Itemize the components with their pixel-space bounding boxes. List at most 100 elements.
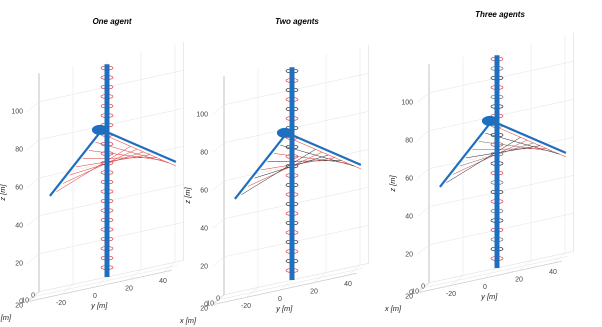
- x-axis-label: x [m]: [179, 316, 197, 325]
- z-tick-label: 60: [200, 188, 208, 195]
- grid-line: [38, 222, 184, 255]
- path-segment: [56, 146, 131, 192]
- grid-line: [428, 99, 574, 132]
- grid-line: [38, 260, 184, 293]
- y-tick-label: 20: [310, 288, 318, 295]
- grid-line: [211, 256, 225, 267]
- path-segment: [465, 145, 541, 159]
- x-tick-label: 10: [21, 298, 29, 305]
- z-tick-label: 60: [15, 185, 23, 192]
- y-tick-label: -20: [241, 303, 251, 310]
- panel-title: Three agents: [475, 10, 525, 19]
- z-tick-label: 20: [405, 252, 413, 259]
- z-tick-label: 80: [15, 147, 23, 154]
- x-tick-label: 20: [15, 303, 23, 310]
- path-segment: [472, 148, 547, 150]
- y-axis-label: y [m]: [480, 292, 498, 301]
- x-tick-label: 20: [200, 306, 208, 313]
- path-segment: [452, 139, 528, 175]
- x-tick-label: 10: [206, 301, 214, 308]
- blade: [49, 129, 103, 197]
- z-tick-label: 80: [200, 150, 208, 157]
- path-segment: [273, 153, 348, 164]
- grid-line: [26, 139, 40, 150]
- x-tick-label: 20: [405, 294, 413, 301]
- path-segment: [247, 151, 323, 187]
- grid-line: [38, 70, 184, 103]
- x-tick-label: 0: [31, 293, 35, 300]
- path-segment: [75, 154, 151, 168]
- z-tick-label: 0: [409, 290, 413, 297]
- path-segment: [446, 137, 521, 183]
- grid-line: [211, 273, 357, 306]
- grid-line: [38, 108, 184, 141]
- y-axis-label: y [m]: [275, 304, 293, 313]
- hub: [276, 127, 293, 138]
- grid-line: [26, 253, 40, 264]
- grid-line: [26, 177, 40, 188]
- z-tick-label: 0: [204, 302, 208, 309]
- blade: [101, 128, 177, 163]
- grid-line: [211, 104, 225, 115]
- grid-line: [211, 142, 225, 153]
- path-segment: [241, 149, 316, 195]
- z-tick-label: 100: [401, 100, 413, 107]
- grid-line: [38, 184, 184, 217]
- y-tick-label: 40: [344, 281, 352, 288]
- z-tick-label: 100: [196, 112, 208, 119]
- x-tick-label: 0: [216, 296, 220, 303]
- grid-line: [428, 175, 574, 208]
- z-tick-label: 40: [200, 226, 208, 233]
- grid-line: [223, 73, 369, 106]
- grid-line: [223, 263, 369, 296]
- z-tick-label: 100: [11, 109, 23, 116]
- grid-line: [26, 215, 40, 226]
- grid-line: [223, 187, 369, 220]
- y-tick-label: 0: [278, 296, 282, 303]
- z-tick-label: 40: [15, 223, 23, 230]
- x-axis-label: x [m]: [0, 313, 12, 322]
- grid-line: [422, 256, 568, 289]
- z-tick-label: 80: [405, 138, 413, 145]
- panel-title: One agent: [92, 17, 131, 26]
- grid-line: [211, 180, 225, 191]
- y-tick-label: 40: [159, 278, 167, 285]
- grid-line: [428, 61, 574, 94]
- z-axis-label: z [m]: [183, 187, 192, 205]
- blade: [439, 120, 493, 188]
- grid-line: [223, 225, 369, 258]
- path-segment: [101, 133, 176, 167]
- path-segment: [260, 157, 336, 171]
- grid-line: [32, 265, 178, 298]
- path-segment: [286, 136, 361, 170]
- z-tick-label: 0: [19, 299, 23, 306]
- x-tick-label: 0: [421, 284, 425, 291]
- grid-line: [428, 251, 574, 284]
- path-segment: [267, 160, 342, 162]
- y-tick-label: 0: [93, 293, 97, 300]
- hub: [91, 124, 108, 135]
- y-axis-label: y [m]: [90, 301, 108, 310]
- grid-line: [211, 218, 225, 229]
- z-axis-label: z [m]: [388, 175, 397, 193]
- blade: [491, 119, 567, 154]
- grid-line: [217, 268, 363, 301]
- grid-line: [223, 111, 369, 144]
- path-segment: [478, 141, 553, 152]
- panel-title: Two agents: [275, 17, 319, 26]
- path-segment: [62, 148, 138, 184]
- grid-line: [416, 261, 562, 294]
- grid-line: [26, 270, 172, 303]
- path-segment: [82, 157, 157, 159]
- y-tick-label: -20: [56, 300, 66, 307]
- path-segment: [491, 124, 566, 158]
- z-tick-label: 20: [200, 264, 208, 271]
- y-tick-label: 20: [125, 285, 133, 292]
- y-tick-label: 40: [549, 269, 557, 276]
- grid-line: [416, 92, 430, 103]
- y-tick-label: 0: [483, 284, 487, 291]
- blade: [234, 132, 288, 200]
- grid-line: [428, 213, 574, 246]
- x-axis-label: x [m]: [384, 304, 402, 313]
